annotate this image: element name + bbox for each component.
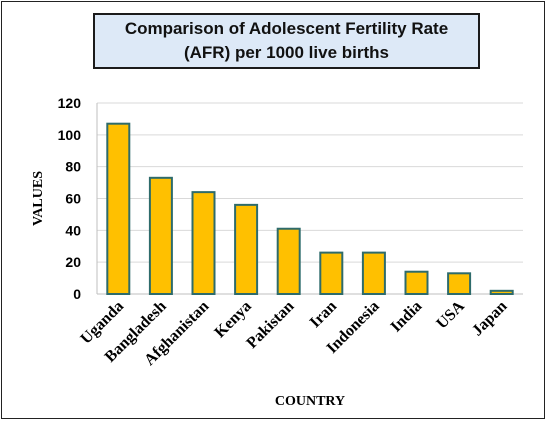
y-tick-label: 120 xyxy=(58,95,82,111)
x-tick-label: USA xyxy=(433,297,468,332)
y-tick-label: 0 xyxy=(73,286,81,302)
bar-usa xyxy=(447,272,472,295)
y-axis-title: VALUES xyxy=(31,171,46,226)
y-tick-label: 100 xyxy=(58,127,82,143)
y-tick-label: 80 xyxy=(65,159,81,175)
bars xyxy=(106,122,514,296)
y-tick-label: 40 xyxy=(65,222,81,238)
y-tick-labels: 0 20 40 60 80 100 120 xyxy=(58,95,82,302)
chart-title: Comparison of Adolescent Fertility Rate … xyxy=(93,13,480,69)
x-axis-title: COUNTRY xyxy=(275,394,345,409)
bar-japan xyxy=(489,289,514,296)
x-tick-label: Iran xyxy=(307,298,340,331)
bar-iran xyxy=(319,251,344,296)
y-tick-label: 60 xyxy=(65,191,81,207)
bar-bangladesh xyxy=(148,176,173,295)
y-tick-label: 20 xyxy=(65,254,81,270)
bar-india xyxy=(404,270,429,296)
x-tick-label: India xyxy=(388,298,426,336)
bar-afghanistan xyxy=(191,191,216,295)
bar-indonesia xyxy=(361,251,386,296)
bar-pakistan xyxy=(276,227,301,295)
bar-kenya xyxy=(234,203,259,295)
bar-uganda xyxy=(106,122,131,295)
x-tick-label: Pakistan xyxy=(243,298,297,352)
x-tick-label: Japan xyxy=(469,298,511,340)
